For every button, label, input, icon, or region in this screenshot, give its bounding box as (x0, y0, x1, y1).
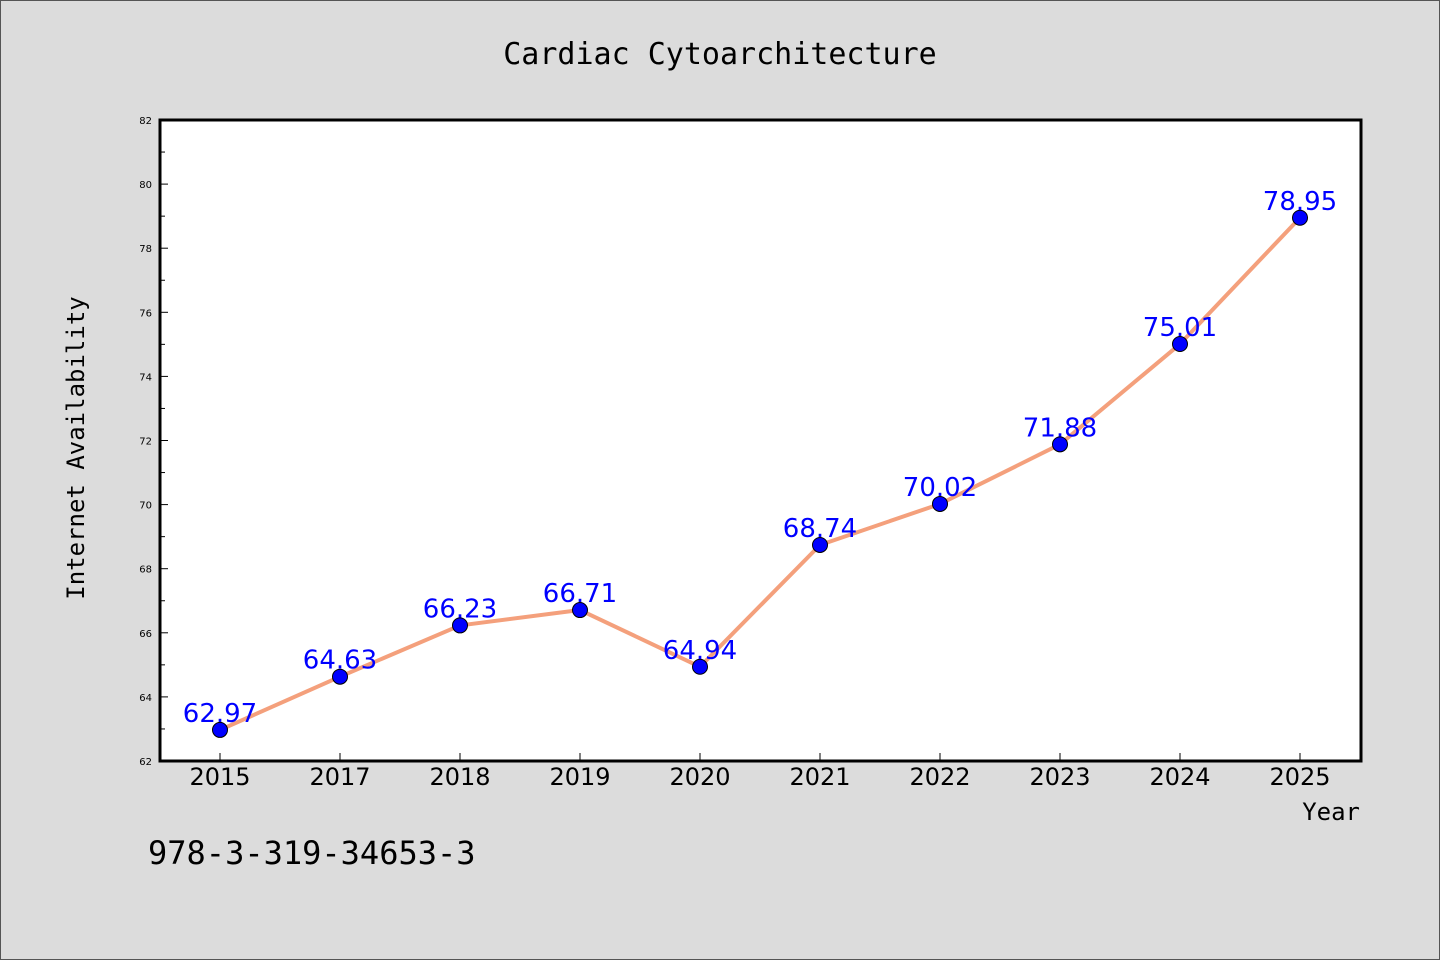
data-label: 78.95 (1263, 187, 1337, 217)
y-tick-label: 76 (139, 308, 152, 319)
data-point (692, 658, 708, 675)
y-tick-label: 72 (139, 437, 152, 448)
data-label: 64.94 (663, 636, 737, 666)
x-tick-label: 2020 (669, 763, 730, 791)
data-point (332, 668, 348, 685)
x-tick-label: 2019 (549, 763, 610, 791)
y-tick-label: 82 (139, 116, 152, 127)
x-tick-label: 2017 (309, 763, 370, 791)
y-tick-label: 66 (139, 629, 152, 640)
x-tick-label: 2018 (429, 763, 490, 791)
chart-title: Cardiac Cytoarchitecture (503, 37, 936, 72)
y-tick-label: 62 (139, 757, 152, 768)
series-markers (212, 209, 1308, 738)
y-tick-label: 68 (139, 565, 152, 576)
data-label: 70.02 (903, 473, 977, 503)
data-label: 66.23 (423, 594, 497, 624)
x-tick-label: 2023 (1029, 763, 1090, 791)
x-axis-label: Year (1302, 798, 1360, 826)
series-line (218, 215, 1302, 732)
data-label: 62.97 (183, 699, 257, 729)
data-label: 64.63 (303, 646, 377, 676)
data-point (452, 617, 468, 634)
data-label: 75.01 (1143, 313, 1217, 343)
data-point (1292, 209, 1308, 226)
data-label: 68.74 (783, 514, 857, 544)
plot-area (160, 120, 1361, 761)
data-point (1052, 436, 1068, 453)
data-point (1172, 336, 1188, 353)
x-tick-label: 2025 (1269, 763, 1330, 791)
plot-frame (158, 118, 1363, 763)
data-point (932, 495, 948, 512)
y-tick-label: 74 (139, 372, 152, 383)
x-tick-label: 2015 (189, 763, 250, 791)
y-tick-label: 70 (139, 501, 152, 512)
x-axis: 2015 2017 2018 2019 2020 2021 2022 2023 2024 2025 (189, 753, 1331, 791)
x-tick-label: 2021 (789, 763, 850, 791)
data-label: 66.71 (543, 579, 617, 609)
x-tick-label: 2022 (909, 763, 970, 791)
data-point (812, 536, 828, 553)
data-point (212, 721, 228, 738)
isbn-label: 978-3-319-34653-3 (148, 834, 476, 872)
y-tick-label: 78 (139, 244, 152, 255)
x-tick-label: 2024 (1149, 763, 1210, 791)
data-label: 71.88 (1023, 413, 1097, 443)
data-labels: 62.97 64.63 66.23 66.71 64.94 68.74 70.02 71.88… (183, 187, 1337, 729)
data-point (572, 602, 588, 619)
y-tick-label: 80 (139, 180, 152, 191)
y-tick-label: 64 (139, 693, 152, 704)
y-axis-label: Internet Availability (62, 296, 90, 599)
